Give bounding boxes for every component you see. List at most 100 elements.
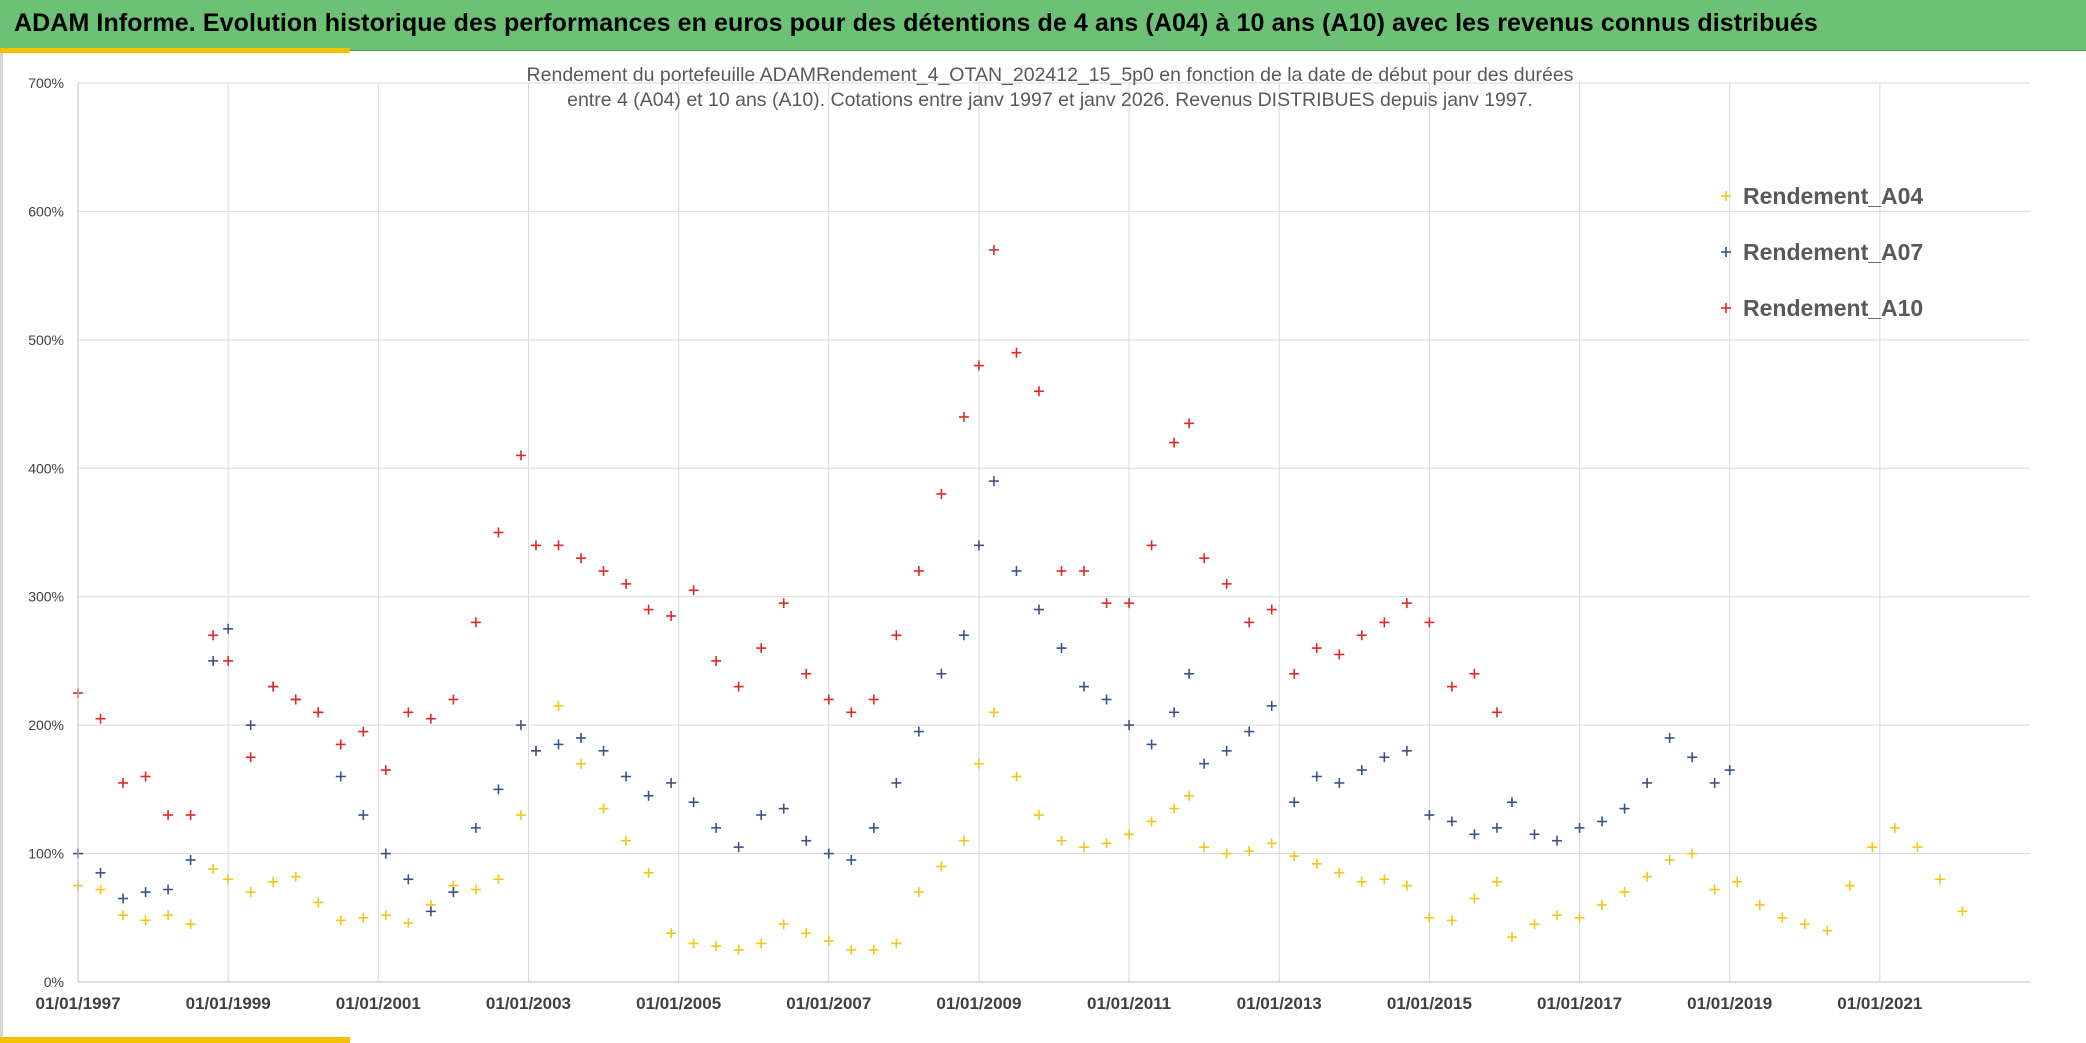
data-point <box>868 944 879 955</box>
x-tick-label: 01/01/2007 <box>786 994 871 1013</box>
data-point <box>621 771 632 782</box>
data-point <box>470 822 481 833</box>
data-point <box>358 912 369 923</box>
data-point <box>1597 816 1608 827</box>
data-point <box>891 777 902 788</box>
data-point <box>643 790 654 801</box>
data-point <box>1529 919 1540 930</box>
data-point <box>801 668 812 679</box>
data-point <box>515 720 526 731</box>
data-point <box>1221 578 1232 589</box>
data-point <box>868 694 879 705</box>
data-point <box>163 884 174 895</box>
data-point <box>1642 777 1653 788</box>
legend-label-rendement-a10: Rendement_A10 <box>1743 295 1923 321</box>
data-point <box>936 861 947 872</box>
data-point <box>1033 810 1044 821</box>
data-point <box>576 732 587 743</box>
data-point <box>756 810 767 821</box>
data-point <box>823 694 834 705</box>
data-point <box>1101 598 1112 609</box>
data-point <box>688 938 699 949</box>
data-point <box>1469 829 1480 840</box>
data-point <box>1101 838 1112 849</box>
data-point <box>891 938 902 949</box>
data-point <box>1079 681 1090 692</box>
data-point <box>846 944 857 955</box>
header-bar: ADAM Informe. Evolution historique des p… <box>0 0 2086 51</box>
data-point <box>598 745 609 756</box>
series-rendement-a07 <box>73 476 1735 917</box>
data-point <box>868 822 879 833</box>
data-point <box>1687 752 1698 763</box>
data-point <box>530 745 541 756</box>
data-point <box>1266 838 1277 849</box>
data-point <box>185 919 196 930</box>
data-point <box>1356 876 1367 887</box>
data-point <box>778 598 789 609</box>
y-tick-label: 600% <box>28 203 64 219</box>
data-point <box>1597 899 1608 910</box>
data-point <box>403 707 414 718</box>
data-point <box>1244 846 1255 857</box>
data-point <box>380 848 391 859</box>
data-point <box>245 752 256 763</box>
data-point <box>733 681 744 692</box>
data-point <box>1169 707 1180 718</box>
data-point <box>245 887 256 898</box>
data-point <box>801 835 812 846</box>
data-point <box>1079 566 1090 577</box>
data-point <box>515 810 526 821</box>
data-point <box>778 803 789 814</box>
data-point <box>666 777 677 788</box>
y-tick-label: 400% <box>28 460 64 476</box>
data-point <box>140 887 151 898</box>
y-tick-label: 0% <box>44 974 64 990</box>
data-point <box>140 915 151 926</box>
y-tick-label: 100% <box>28 846 64 862</box>
data-point <box>1289 851 1300 862</box>
data-point <box>1199 758 1210 769</box>
series-rendement-a04 <box>73 700 1968 955</box>
data-point <box>1889 822 1900 833</box>
data-point <box>733 944 744 955</box>
report-title: ADAM Informe. Evolution historique des p… <box>14 9 1818 37</box>
data-point <box>1356 765 1367 776</box>
data-point <box>1732 876 1743 887</box>
points-layer <box>73 244 1968 955</box>
data-point <box>1867 842 1878 853</box>
data-point <box>988 707 999 718</box>
x-tick-label: 01/01/2003 <box>486 994 571 1013</box>
data-point <box>1957 906 1968 917</box>
data-point <box>1311 858 1322 869</box>
data-point <box>1822 925 1833 936</box>
data-point <box>1356 630 1367 641</box>
data-point <box>1777 912 1788 923</box>
data-point <box>1033 386 1044 397</box>
data-point <box>223 655 234 666</box>
accent-bar-bottom <box>0 1037 350 1043</box>
data-point <box>958 630 969 641</box>
data-point <box>756 938 767 949</box>
data-point <box>1169 437 1180 448</box>
data-point <box>1124 829 1135 840</box>
data-point <box>1289 797 1300 808</box>
data-point <box>1709 777 1720 788</box>
data-point <box>1491 822 1502 833</box>
data-point <box>1934 874 1945 885</box>
data-point <box>778 919 789 930</box>
data-point <box>1491 876 1502 887</box>
data-point <box>711 655 722 666</box>
data-point <box>335 771 346 782</box>
data-point <box>403 917 414 928</box>
data-point <box>1469 893 1480 904</box>
frame-left-border <box>0 53 3 1037</box>
data-point <box>973 758 984 769</box>
data-point <box>1033 604 1044 615</box>
x-tick-label: 01/01/2009 <box>936 994 1021 1013</box>
data-point <box>1552 910 1563 921</box>
data-point <box>95 884 106 895</box>
accent-bar-top <box>0 48 350 53</box>
x-tick-label: 01/01/1999 <box>186 994 271 1013</box>
data-point <box>1221 745 1232 756</box>
